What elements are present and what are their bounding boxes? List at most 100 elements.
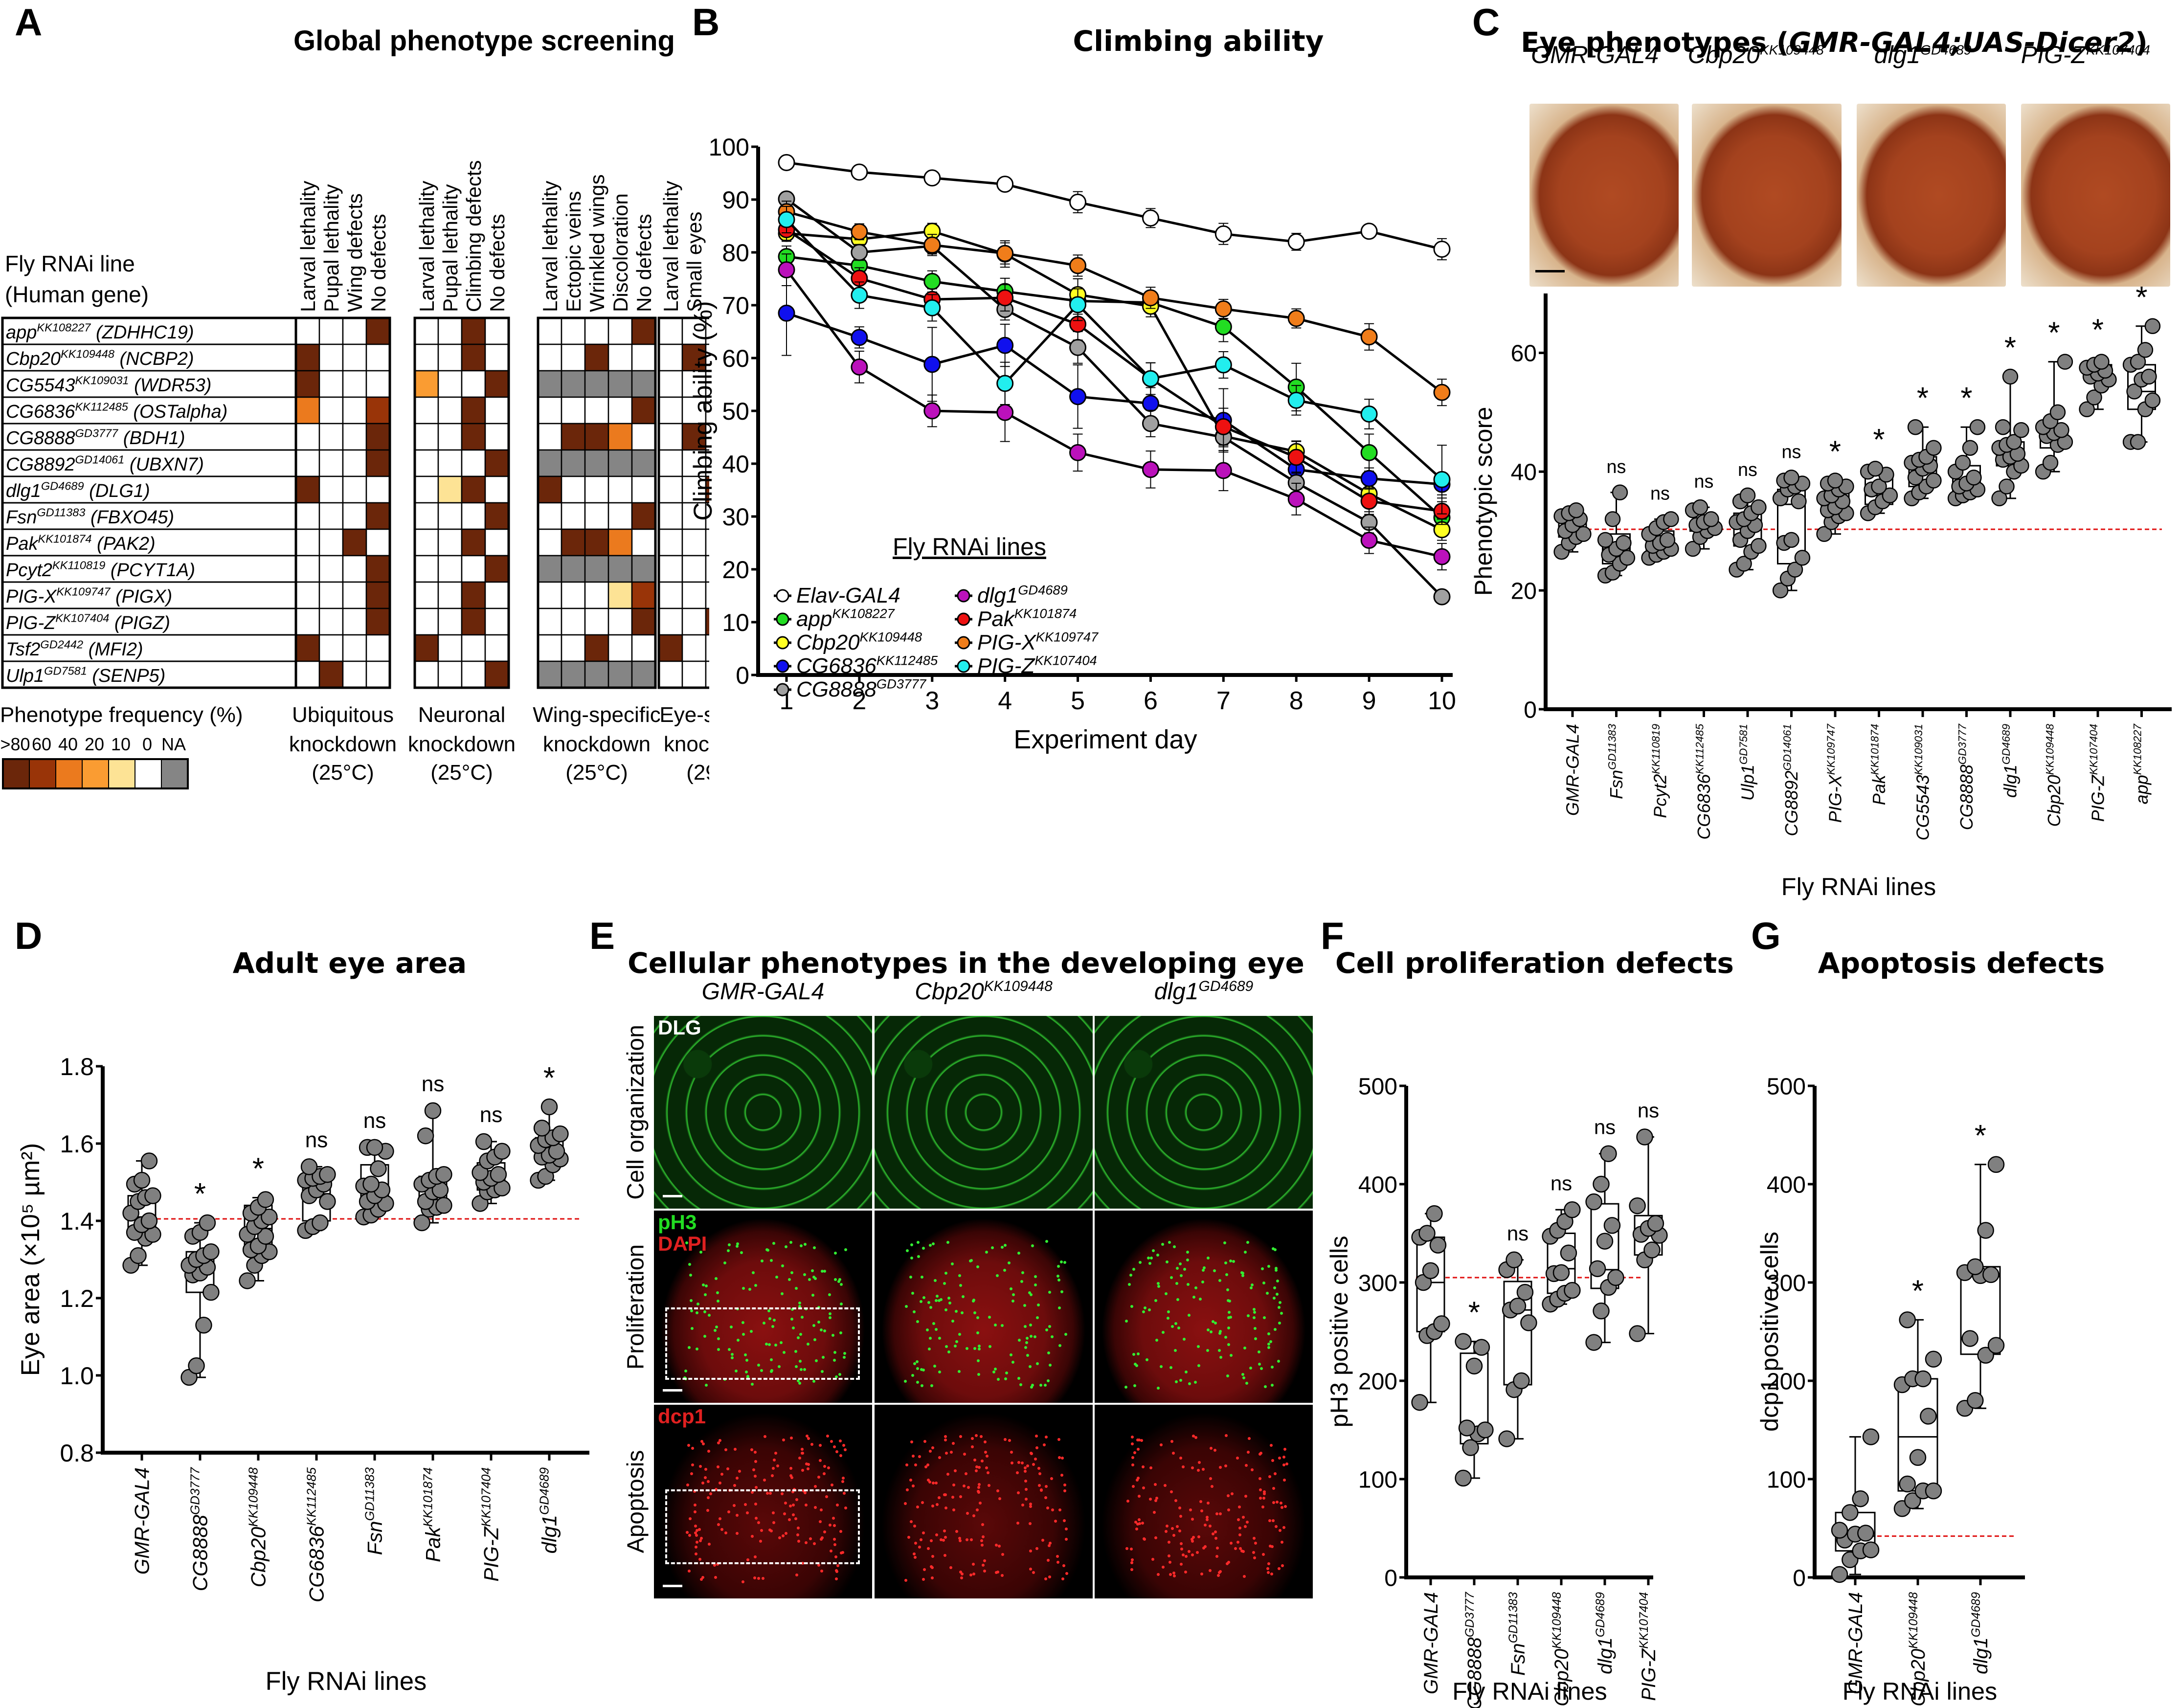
ph3-positive-cell: [811, 1293, 815, 1297]
heatmap-cell: [461, 634, 486, 662]
dcp1-positive-cell: [806, 1435, 809, 1438]
human-gene: (PIGX): [110, 586, 172, 607]
dcp1-positive-cell: [1194, 1436, 1198, 1439]
data-point: [1465, 1357, 1483, 1375]
ph3-positive-cell: [961, 1295, 965, 1299]
ph3-positive-cell: [781, 1264, 785, 1267]
dcp1-positive-cell: [1029, 1505, 1032, 1508]
heatmap-cell: [705, 555, 709, 583]
dcp1-positive-cell: [780, 1492, 784, 1496]
data-point: [1982, 1266, 2000, 1283]
data-point: [1842, 1504, 1859, 1521]
ph3-positive-cell: [703, 1310, 706, 1313]
dcp1-positive-cell: [910, 1520, 913, 1523]
legend-swatch: [82, 759, 109, 789]
x-tick-label: PIG-XKK109747: [1825, 723, 1845, 823]
ph3-positive-cell: [1197, 1345, 1200, 1348]
data-point: [1955, 454, 1971, 471]
data-point: [1564, 1281, 1581, 1299]
gene-name: GMR-GAL4: [1845, 1592, 1866, 1694]
data-point: [370, 1160, 387, 1177]
ph3-positive-cell: [1258, 1363, 1261, 1366]
heatmap-row-label: Cbp20KK109448 (NCBP2): [6, 348, 194, 369]
group-label-temp: (25°C): [430, 761, 493, 785]
x-tick-label: 5: [1071, 687, 1085, 715]
heatmap-cell: [437, 528, 463, 557]
microscopy-row-label: Cell organization: [623, 1025, 649, 1200]
heatmap-cell: [461, 317, 486, 345]
dcp1-positive-cell: [1275, 1501, 1279, 1504]
data-point: [319, 1193, 336, 1210]
heatmap-cell: [437, 396, 463, 425]
heatmap-cell: [631, 449, 656, 477]
ph3-positive-cell: [920, 1384, 923, 1388]
data-point: [1977, 1222, 1994, 1239]
ph3-positive-cell: [763, 1321, 766, 1325]
gene-name: PIG-X: [6, 586, 57, 607]
data-point: [1831, 1566, 1848, 1583]
ph3-positive-cell: [1146, 1257, 1150, 1260]
panel-letter-d: D: [15, 914, 43, 957]
heatmap-cell: [342, 343, 367, 372]
data-point: [1360, 223, 1378, 240]
ph3-positive-cell: [1130, 1304, 1133, 1308]
heatmap-cell: [607, 343, 633, 372]
ph3-positive-cell: [742, 1287, 745, 1290]
y-tick-label: 30: [722, 503, 749, 531]
line-id: KK109448: [61, 348, 114, 360]
ph3-positive-cell: [1152, 1249, 1155, 1253]
dcp1-positive-cell: [828, 1523, 832, 1527]
heatmap-cell: [414, 502, 439, 530]
ph3-positive-cell: [690, 1326, 694, 1330]
dcp1-positive-cell: [1215, 1554, 1218, 1558]
dcp1-positive-cell: [1278, 1567, 1281, 1571]
heatmap-cell: [437, 317, 463, 345]
data-point: [140, 1212, 158, 1230]
heatmap-cell: [658, 475, 683, 504]
gene-name: CG8888: [189, 1514, 212, 1591]
ph3-positive-cell: [913, 1362, 916, 1365]
y-tick-label: 100: [1767, 1467, 1806, 1493]
ph3-positive-cell: [921, 1368, 925, 1371]
dcp1-positive-cell: [1191, 1539, 1194, 1543]
group-label-temp: (29°C): [686, 761, 709, 785]
dcp1-positive-cell: [1045, 1435, 1048, 1438]
gene-name: Fsn: [6, 507, 37, 528]
ph3-positive-cell: [1010, 1287, 1013, 1291]
dcp1-positive-cell: [844, 1448, 847, 1452]
data-point: [1287, 391, 1305, 409]
significance-label: *: [2004, 331, 2016, 365]
dcp1-positive-cell: [959, 1435, 962, 1438]
column-header: No defects: [367, 214, 390, 312]
heatmap-row-label: dlg1GD4689 (DLG1): [6, 480, 150, 501]
legend-entry: PIG-XKK109747: [977, 629, 1099, 654]
dcp1-positive-cell: [938, 1496, 941, 1499]
dcp1-positive-cell: [976, 1490, 980, 1493]
eye-photo: [1529, 104, 1679, 287]
heatmap-cell: [461, 343, 486, 372]
heatmap-cell: [705, 607, 709, 636]
heatmap-cell: [537, 475, 562, 504]
dcp1-positive-cell: [813, 1506, 817, 1509]
gene-name: PIG-Z: [977, 654, 1035, 678]
data-point: [1568, 502, 1584, 518]
heatmap-cell: [631, 370, 656, 398]
line-id: GD4689: [537, 1467, 552, 1515]
ph3-positive-cell: [1182, 1338, 1186, 1341]
heatmap-cell: [631, 555, 656, 583]
data-point: [1862, 1541, 1880, 1558]
ph3-positive-cell: [1218, 1349, 1221, 1352]
dcp1-positive-cell: [977, 1483, 981, 1486]
dcp1-positive-cell: [1032, 1571, 1035, 1574]
heatmap-cell: [484, 396, 510, 425]
dcp1-positive-cell: [1279, 1502, 1282, 1505]
y-tick-label: 60: [1511, 341, 1537, 367]
y-tick-label: 20: [722, 556, 749, 584]
dcp1-positive-cell: [691, 1447, 694, 1450]
data-point: [366, 1139, 383, 1156]
dcp1-positive-cell: [1165, 1529, 1168, 1533]
ph3-positive-cell: [1267, 1264, 1271, 1268]
gene-name: PIG-Z: [480, 1526, 503, 1581]
data-point: [851, 244, 868, 261]
ph3-positive-cell: [910, 1243, 914, 1247]
